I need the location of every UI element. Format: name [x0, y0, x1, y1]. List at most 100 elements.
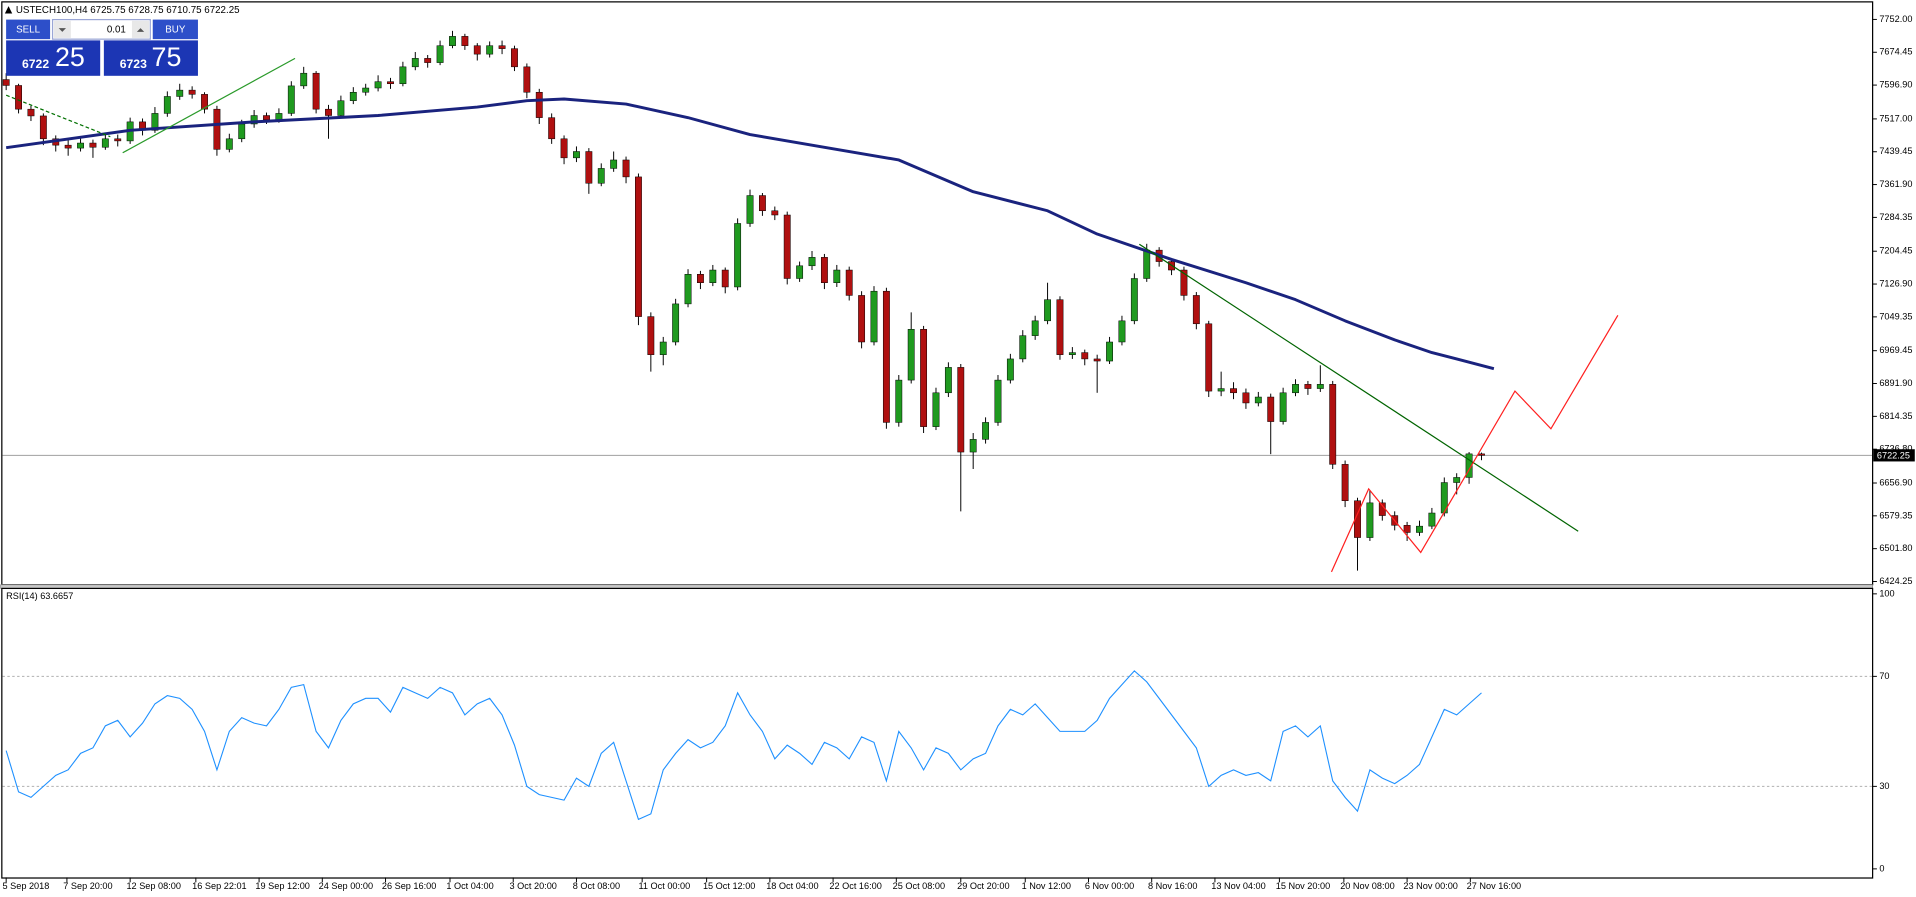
overlay-layer: 6722.25 [1873, 449, 1915, 462]
candle-body [64, 144, 72, 149]
y-tick-label: 7596.90 [1879, 80, 1912, 90]
current-price-box [1873, 449, 1915, 462]
x-tick-label: 7 Sep 20:00 [63, 881, 112, 891]
candle-body [1068, 352, 1076, 355]
candle-body [709, 269, 717, 283]
candle-body [882, 290, 890, 423]
x-tick-label: 8 Nov 16:00 [1148, 881, 1197, 891]
candle-body [1341, 464, 1349, 501]
candle-body [337, 100, 345, 116]
plot-layer: 7752.00 7674.45 7596.90 7517.00 7439.45 7361.… [2, 14, 1912, 891]
candle-body [1143, 249, 1151, 279]
moving-average [5, 97, 1495, 371]
y-tick-label: 7674.45 [1879, 47, 1912, 57]
candle-body [213, 108, 221, 150]
x-tick-label: 12 Sep 08:00 [126, 881, 180, 891]
candle-body [1292, 384, 1299, 394]
y-tick-label: 6501.80 [1879, 543, 1912, 553]
candle-body [473, 45, 481, 55]
candle-body [77, 142, 84, 149]
trendline [1330, 315, 1619, 573]
candle-body [858, 295, 866, 343]
candle-body [523, 66, 531, 93]
candle-body [250, 115, 258, 125]
bid-box[interactable] [6, 40, 101, 76]
candle-body [39, 115, 47, 140]
candle-body [721, 269, 729, 288]
candle-body [101, 138, 109, 148]
candle-body [895, 379, 903, 423]
y-tick-label: 7204.45 [1879, 246, 1912, 256]
y-tick-label: 6736.80 [1879, 444, 1912, 454]
candle-body [585, 151, 593, 184]
ask-pips: 75 [152, 42, 182, 72]
candle-body [796, 265, 804, 279]
candle-body [1478, 453, 1485, 456]
candle-body [15, 85, 22, 110]
candle-body [697, 274, 704, 283]
candle-body [151, 113, 159, 131]
bid-pips: 25 [55, 42, 85, 72]
x-tick-label: 27 Nov 16:00 [1467, 881, 1521, 891]
candle-body [225, 138, 233, 150]
y-tick-label: 7126.90 [1879, 278, 1912, 288]
candle-body [982, 422, 989, 440]
y-tick-label: 6424.25 [1879, 576, 1912, 586]
sell-button[interactable] [6, 19, 51, 40]
candle-body [1267, 396, 1275, 422]
candle-body [845, 269, 853, 296]
candle-body [647, 316, 655, 355]
candle-body [374, 81, 382, 89]
candle-body [1254, 396, 1262, 404]
x-tick-label: 24 Sep 00:00 [319, 881, 373, 891]
candle-body [461, 36, 469, 46]
candle-body [498, 45, 506, 49]
candle-body [684, 274, 692, 305]
lot-increase-icon [136, 28, 145, 32]
candle-body [1366, 502, 1374, 538]
candle-body [263, 115, 270, 120]
candle-body [969, 439, 977, 453]
candle-body [1031, 320, 1039, 336]
candle-body [275, 113, 283, 120]
x-tick-label: 16 Sep 22:01 [192, 881, 246, 891]
candle-body [1465, 453, 1473, 478]
candle-body [870, 290, 878, 343]
candle-body [1230, 388, 1237, 394]
trendline [5, 94, 111, 138]
ask-box[interactable] [103, 40, 198, 76]
candle-body [1453, 477, 1461, 483]
candle-body [188, 89, 196, 95]
x-tick-label: 18 Oct 04:00 [766, 881, 818, 891]
x-tick-label: 1 Nov 12:00 [1022, 881, 1071, 891]
candle-body [635, 176, 642, 317]
candle-body [1130, 278, 1138, 322]
lot-input[interactable] [51, 18, 151, 40]
candle-body [734, 223, 742, 288]
candle-body [548, 117, 556, 140]
y-tick-label: 70 [1879, 671, 1889, 681]
y-tick-label: 100 [1879, 588, 1894, 598]
candle-body [325, 108, 332, 116]
candle-body [511, 48, 518, 68]
x-tick-label: 22 Oct 16:00 [829, 881, 881, 891]
candle-body [486, 45, 494, 55]
rsi-line [5, 670, 1482, 821]
y-tick-label: 6656.90 [1879, 477, 1912, 487]
candle-body [2, 79, 10, 86]
buy-button[interactable] [152, 19, 198, 40]
candle-body [300, 72, 308, 87]
candle-body [89, 142, 97, 148]
y-tick-label: 7439.45 [1879, 146, 1912, 156]
candle-body [349, 91, 357, 101]
buy-label: BUY [165, 25, 186, 36]
candle-body [1044, 299, 1051, 322]
candle-body [833, 269, 841, 283]
trendline [122, 57, 296, 154]
candle-body [1093, 358, 1101, 362]
candle-body [771, 210, 779, 216]
candle-body [399, 66, 407, 85]
candle-body [1056, 299, 1064, 355]
x-tick-label: 13 Nov 04:00 [1211, 881, 1265, 891]
candle-body [1416, 525, 1423, 533]
